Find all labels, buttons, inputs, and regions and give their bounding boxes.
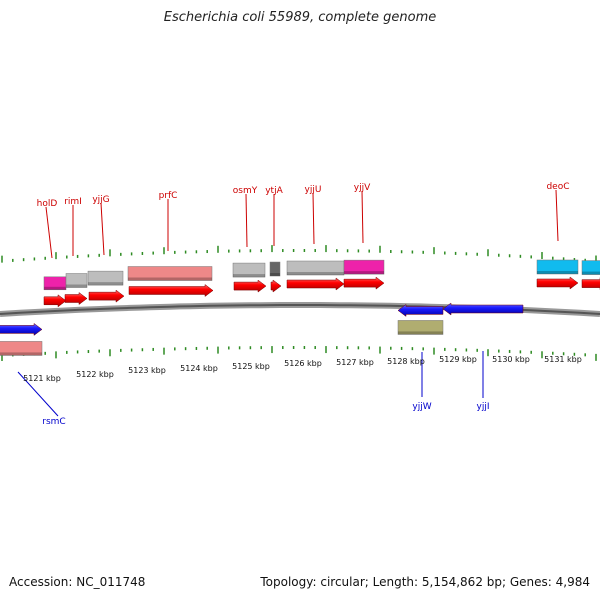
gene-box-yjjw-shade xyxy=(398,331,443,335)
leader-line-top xyxy=(361,190,364,244)
gene-box-yjjg xyxy=(87,270,124,286)
gene-label-osmy: osmY xyxy=(233,186,258,196)
scale-label: 5128 kbp xyxy=(387,357,425,366)
cds-arrow-yjjw xyxy=(397,303,444,317)
scale-label: 5124 kbp xyxy=(180,364,218,373)
cds-arrow-prfc xyxy=(128,283,214,297)
gene-box-ytja xyxy=(269,261,281,277)
leader-line-top xyxy=(245,193,248,248)
leader-line-top xyxy=(555,189,559,242)
cds-arrow-rimi xyxy=(64,292,88,306)
leader-line-top xyxy=(45,206,53,259)
gene-label-deoc: deoC xyxy=(546,182,569,192)
cds-arrow-yjji xyxy=(442,302,524,316)
gene-box-ytja-shade xyxy=(270,273,280,277)
gene-label-rimi: rimI xyxy=(64,197,82,207)
gene-label-rsmc: rsmC xyxy=(42,417,65,427)
scale-label: 5129 kbp xyxy=(439,355,477,364)
gene-features xyxy=(0,259,600,356)
scale-label: 5131 kbp xyxy=(544,355,582,364)
gene-box-prfc-shade xyxy=(128,277,212,281)
gene-label-yjjw: yjjW xyxy=(412,402,431,412)
gene-labels: holD rimI yjjG prfC osmY ytjA yjjU yjjV deoC rsmC… xyxy=(37,182,570,427)
leader-line-top xyxy=(100,202,105,256)
scale-label: 5122 kbp xyxy=(76,370,114,379)
gene-box-yjju-shade xyxy=(287,272,344,276)
gene-box-rimi-shade xyxy=(66,284,87,288)
gene-box-osmy xyxy=(232,262,266,278)
gene-label-yjju: yjjU xyxy=(305,185,322,195)
gene-box-rsmc xyxy=(0,341,43,356)
gene-box-deoc-shade xyxy=(537,270,578,274)
gene-box-osmy-shade xyxy=(233,274,265,278)
gene-box-yjjv-shade xyxy=(344,271,384,275)
cds-arrow-ytja xyxy=(270,279,282,293)
scale-label: 5126 kbp xyxy=(284,359,322,368)
gene-box-yjjw xyxy=(397,320,444,335)
cds-arrow-extra xyxy=(581,277,600,291)
gene-box-hold-shade xyxy=(44,286,66,290)
accession-text: Accession: NC_011748 xyxy=(9,575,146,589)
gene-box-yjjv xyxy=(343,259,385,275)
gene-label-hold: holD xyxy=(37,199,58,209)
genome-summary-text: Topology: circular; Length: 5,154,862 bp… xyxy=(260,575,590,589)
cds-arrow-deoc xyxy=(536,276,579,290)
gene-label-prfc: prfC xyxy=(159,191,178,201)
label-leaders xyxy=(17,189,559,417)
map-title: Escherichia coli 55989, complete genome xyxy=(163,10,437,25)
cds-arrow-yjju xyxy=(286,277,345,291)
scale-label: 5121 kbp xyxy=(23,374,61,383)
cds-arrow-rsmc xyxy=(0,322,43,336)
scale-label: 5130 kbp xyxy=(492,355,530,364)
gene-label-yjjv: yjjV xyxy=(354,183,371,193)
gene-box-yjjg-shade xyxy=(88,282,123,286)
cds-arrow-hold xyxy=(43,294,67,308)
gene-box-rimi xyxy=(65,273,88,288)
cds-arrow-osmy xyxy=(233,279,267,293)
gene-box-prfc xyxy=(127,266,213,281)
gene-box-rsmc-shade xyxy=(0,352,42,356)
scale-label: 5125 kbp xyxy=(232,362,270,371)
leader-line-top xyxy=(312,192,315,245)
gene-box-deoc xyxy=(536,259,579,275)
scale-ticks xyxy=(1,245,597,361)
gene-label-ytja: ytjA xyxy=(265,186,283,196)
scale-label: 5123 kbp xyxy=(128,366,166,375)
scale-label: 5127 kbp xyxy=(336,358,374,367)
leader-line-bottom xyxy=(17,371,59,417)
gene-box-extra xyxy=(581,260,600,275)
cds-arrow-yjjv xyxy=(343,276,385,290)
scale-labels: 5121 kbp 5122 kbp 5123 kbp 5124 kbp 5125 kbp… xyxy=(23,355,582,383)
gene-box-extra-shade xyxy=(582,271,600,275)
gene-label-yjjg: yjjG xyxy=(92,195,109,205)
cds-arrow-yjjg xyxy=(88,289,125,303)
gene-label-yjji: yjjI xyxy=(477,402,490,412)
